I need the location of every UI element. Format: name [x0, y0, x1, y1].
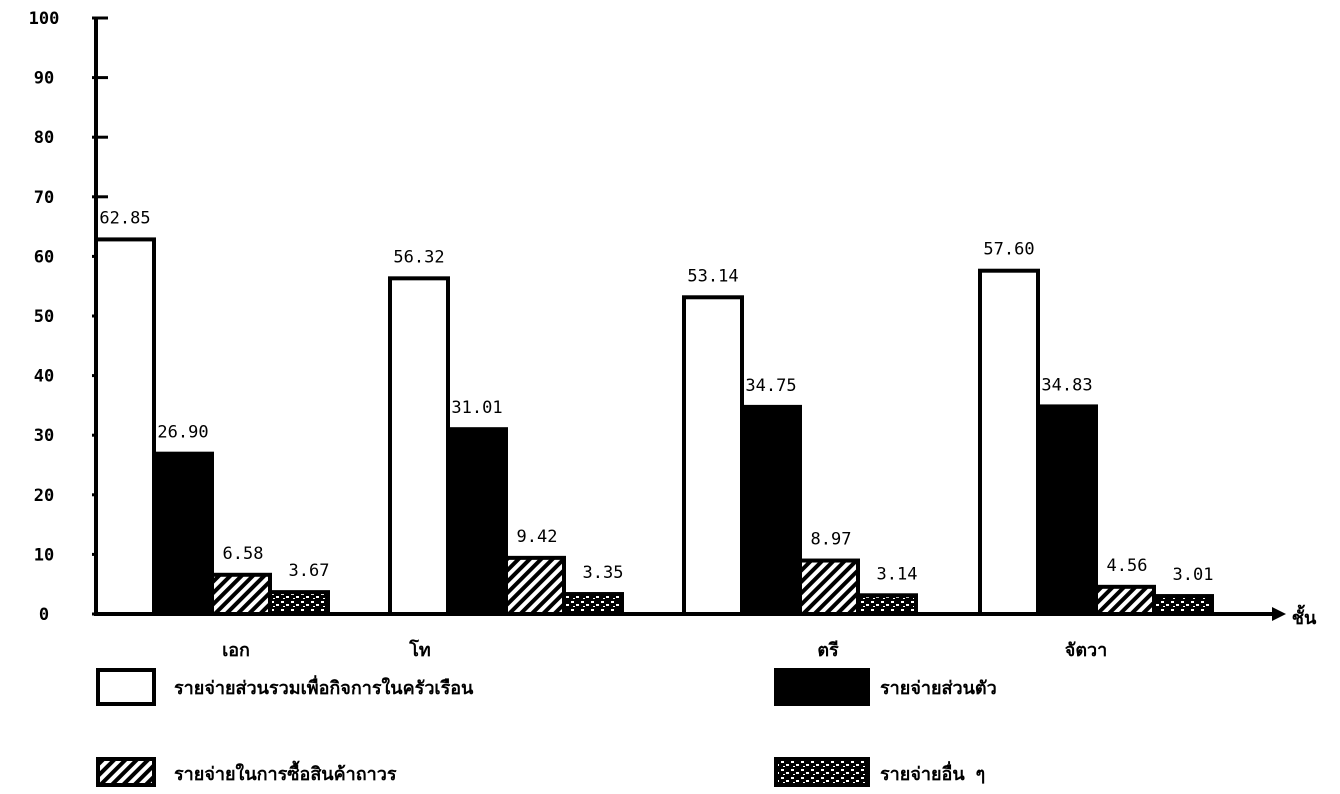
data-label: 62.85	[99, 208, 150, 228]
data-label: 56.32	[393, 247, 444, 267]
legend-label: รายจ่ายส่วนรวมเพื่อกิจการในครัวเรือน	[174, 675, 474, 699]
y-tick-label: 20	[34, 486, 54, 506]
bar-series-2	[152, 451, 214, 616]
y-tick-label: 0	[39, 605, 49, 625]
y-tick-label: 80	[34, 128, 54, 148]
bar-series-2	[446, 427, 508, 616]
bar-series-4	[268, 590, 330, 616]
bar-series-2	[1036, 404, 1098, 617]
y-tick-label: 50	[34, 307, 54, 327]
legend-swatch	[774, 757, 870, 787]
category-label: จัตวา	[1065, 640, 1107, 661]
bar-series-3	[798, 558, 860, 617]
bar-series-3	[1094, 584, 1156, 616]
data-label: 34.83	[1041, 375, 1092, 395]
x-axis-label: ชั้น	[1292, 604, 1317, 629]
data-label: 53.14	[687, 266, 738, 286]
data-label: 8.97	[811, 530, 852, 550]
data-label: 34.75	[745, 376, 796, 396]
category-label: ตรี	[817, 640, 839, 661]
bar-series-1	[682, 295, 744, 616]
data-label: 3.14	[877, 564, 918, 584]
y-tick-label: 40	[34, 367, 54, 387]
bar-series-4	[856, 593, 918, 616]
bar-series-4	[1152, 594, 1214, 617]
bar-series-1	[94, 237, 156, 616]
bar-series-2	[740, 404, 802, 617]
data-label: 3.35	[583, 563, 624, 583]
category-label: เอก	[222, 640, 250, 661]
data-label: 3.01	[1173, 565, 1214, 585]
bar-series-1	[388, 276, 450, 616]
legend-swatch	[96, 757, 156, 787]
y-tick-label: 100	[29, 9, 60, 29]
legend-label: รายจ่ายส่วนตัว	[880, 678, 997, 699]
y-tick-label: 10	[34, 545, 54, 565]
data-label: 31.01	[451, 398, 502, 418]
y-tick-label: 70	[34, 188, 54, 208]
legend-label: รายจ่ายในการซื้อสินค้าถาวร	[174, 760, 397, 785]
data-label: 6.58	[223, 544, 264, 564]
bar-series-3	[504, 555, 566, 617]
y-tick-label: 90	[34, 69, 54, 89]
bar-series-1	[978, 268, 1040, 616]
data-label: 9.42	[517, 527, 558, 547]
y-tick-label: 60	[34, 247, 54, 267]
legend-label: รายจ่ายอื่น ๆ	[880, 761, 985, 785]
y-tick-label: 30	[34, 426, 54, 446]
legend-swatch	[96, 668, 156, 706]
data-label: 4.56	[1107, 556, 1148, 576]
data-label: 3.67	[289, 561, 330, 581]
bar-series-3	[210, 572, 272, 617]
bar-series-4	[562, 592, 624, 616]
data-label: 26.90	[157, 423, 208, 443]
legend-swatch	[774, 668, 870, 706]
category-label: โท	[408, 639, 431, 661]
x-axis-arrow-icon	[1272, 607, 1286, 621]
data-label: 57.60	[983, 240, 1034, 260]
